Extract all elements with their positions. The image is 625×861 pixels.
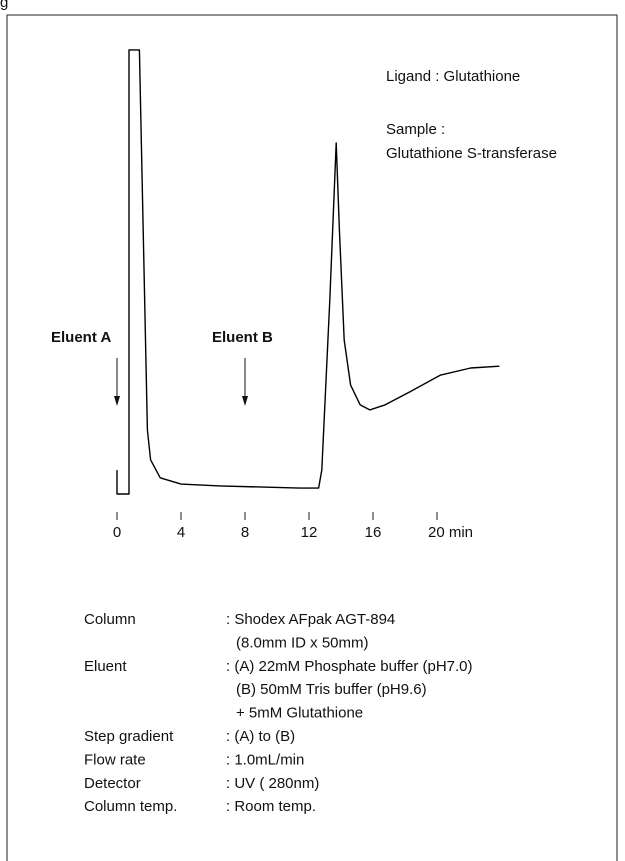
condition-label: Flow rate — [84, 751, 146, 768]
x-tick-label: 16 — [365, 524, 382, 541]
chromatogram-trace — [116, 49, 500, 495]
condition-value: (B) 50mM Tris buffer (pH9.6) — [236, 681, 427, 698]
annotation: Eluent B — [212, 329, 273, 346]
condition-value: : 1.0mL/min — [226, 751, 304, 768]
condition-value: : (A) to (B) — [226, 728, 295, 745]
note: Sample : — [386, 121, 445, 138]
condition-value: : Room temp. — [226, 798, 316, 815]
condition-label: Step gradient — [84, 728, 174, 745]
condition-value: : Shodex AFpak AGT-894 — [226, 611, 395, 628]
arrow-head — [114, 396, 120, 406]
condition-value: (8.0mm ID x 50mm) — [236, 634, 369, 651]
condition-label: Column — [84, 611, 136, 628]
condition-label: Detector — [84, 775, 141, 792]
x-tick-label: 0 — [113, 524, 121, 541]
condition-value: : UV ( 280nm) — [226, 775, 319, 792]
condition-label: Column temp. — [84, 798, 177, 815]
x-tick-label: 4 — [177, 524, 185, 541]
note: Ligand : Glutathione — [386, 68, 520, 85]
condition-label: Eluent — [84, 658, 127, 675]
note: Glutathione S-transferase — [386, 145, 557, 162]
x-tick-label: 8 — [241, 524, 249, 541]
arrow-head — [242, 396, 248, 406]
x-tick-label: 20 min — [428, 524, 473, 541]
annotation: Eluent A — [51, 329, 111, 346]
condition-value: + 5mM Glutathione — [236, 705, 363, 722]
condition-value: : (A) 22mM Phosphate buffer (pH7.0) — [226, 658, 473, 675]
figure-label: g — [0, 0, 8, 11]
frame — [6, 14, 618, 861]
x-tick-label: 12 — [301, 524, 318, 541]
